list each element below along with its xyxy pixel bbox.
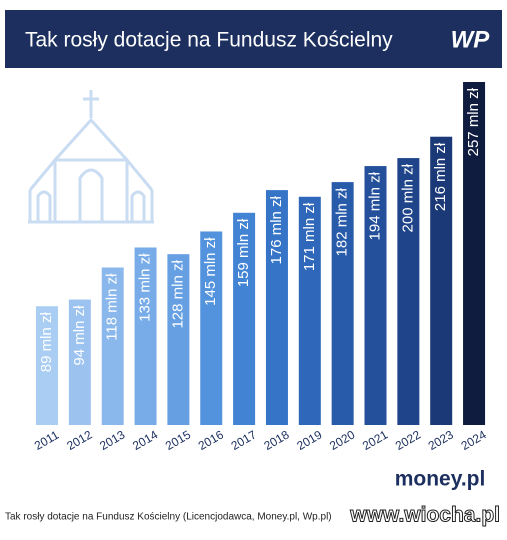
value-label: 216 mln zł bbox=[432, 142, 449, 211]
bar bbox=[331, 182, 354, 425]
value-label: 159 mln zł bbox=[235, 218, 252, 287]
value-label: 133 mln zł bbox=[137, 253, 154, 322]
bar bbox=[430, 136, 453, 425]
bar bbox=[36, 306, 58, 425]
watermark: www.wiocha.pl bbox=[349, 504, 500, 527]
bar bbox=[298, 196, 321, 425]
value-label: 118 mln zł bbox=[104, 273, 121, 341]
logo: WP bbox=[451, 26, 491, 53]
value-label: 257 mln zł bbox=[465, 87, 482, 156]
value-label: 94 mln zł bbox=[71, 305, 88, 366]
value-label: 89 mln zł bbox=[38, 312, 55, 373]
bar bbox=[364, 166, 387, 425]
church-icon bbox=[28, 90, 154, 224]
value-label: 145 mln zł bbox=[202, 237, 219, 306]
bar bbox=[167, 254, 190, 425]
bar bbox=[200, 231, 223, 425]
bar bbox=[233, 212, 256, 425]
bar bbox=[463, 82, 486, 425]
bar bbox=[265, 190, 288, 425]
source-brand: money.pl bbox=[395, 468, 486, 491]
value-label: 200 mln zł bbox=[399, 163, 416, 232]
value-label: 176 mln zł bbox=[268, 195, 285, 264]
title-bar bbox=[5, 10, 502, 68]
caption: Tak rosły dotacje na Fundusz Kościelny (… bbox=[5, 512, 332, 523]
chart-title: Tak rosły dotacje na Fundusz Kościelny bbox=[25, 29, 393, 52]
bar bbox=[101, 267, 124, 425]
value-label: 194 mln zł bbox=[366, 171, 383, 240]
bar bbox=[397, 158, 420, 426]
value-label: 182 mln zł bbox=[334, 187, 351, 256]
bar bbox=[68, 299, 91, 425]
value-label: 128 mln zł bbox=[169, 260, 186, 329]
bar bbox=[134, 247, 157, 425]
value-label: 171 mln zł bbox=[301, 202, 318, 271]
